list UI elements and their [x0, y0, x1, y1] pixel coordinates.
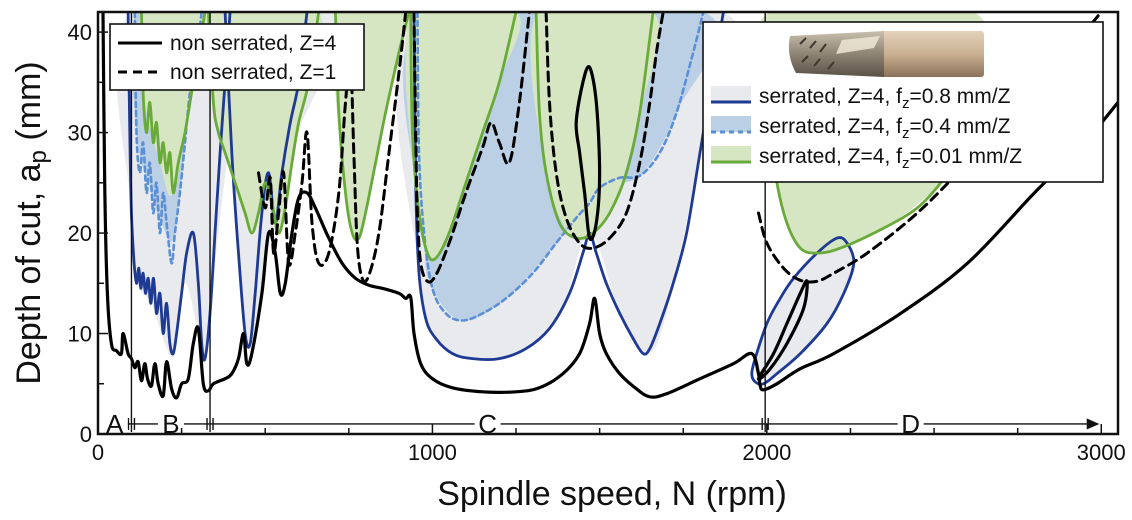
y-tick-label-0: 0 — [80, 422, 92, 447]
y-tick-label-30: 30 — [68, 121, 92, 146]
region-label-c: C — [478, 409, 497, 439]
x-tick-label-2000: 2000 — [742, 440, 791, 465]
legend-left-box — [109, 23, 365, 91]
legend-right-label-2: serrated, Z=4, fz=0.4 mm/Z — [759, 115, 1011, 142]
legend-right-swatch-3 — [711, 146, 751, 162]
legend-right-swatch-1 — [711, 86, 751, 102]
end-mill-serrations — [799, 37, 835, 70]
fill-green-region-d — [405, 12, 521, 260]
legend-left-label-2: non serrated, Z=1 — [170, 61, 336, 84]
x-tick-label-3000: 3000 — [1077, 440, 1126, 465]
series-serrated-z-4-fz-0-01-mm-z-e — [534, 12, 655, 240]
series-serrated-z-4-fz-0-8-mm-z-loop — [750, 236, 856, 386]
series-serrated-z-4-fz-0-4-mm-z-b — [416, 12, 705, 322]
series-serrated-z-4-fz-0-01-mm-z-d — [409, 12, 518, 262]
y-axis: 0 10 20 30 40 — [68, 20, 108, 447]
series-non-serrated-z-1-b — [544, 12, 665, 250]
fill-green-region-e — [530, 12, 660, 240]
legend-right-label-3: serrated, Z=4, fz=0.01 mm/Z — [759, 145, 1022, 172]
y-tick-label-20: 20 — [68, 221, 92, 246]
legend-left: non serrated, Z=4 non serrated, Z=1 — [109, 23, 365, 91]
series-serrated-z-4-fz-0-01-mm-z-f — [768, 131, 956, 255]
end-mill-photo — [788, 31, 984, 77]
series-non-serrated-z-4-loop-1 — [574, 64, 602, 241]
legend-right-label-1: serrated, Z=4, fz=0.8 mm/Z — [759, 85, 1011, 112]
legend-left-label-1: non serrated, Z=4 — [170, 32, 337, 55]
region-label-a: A — [106, 409, 124, 439]
x-axis: 0 1000 2000 3000 — [92, 424, 1126, 465]
series-serrated-z-4-fz-0-01-mm-z-c — [334, 12, 411, 242]
region-label-b: B — [162, 409, 179, 439]
series-serrated-z-4-fz-0-4-mm-z — [133, 12, 203, 265]
x-tick-label-0: 0 — [92, 440, 104, 465]
region-labels: A B C D — [101, 409, 1100, 439]
series-non-serrated-z-1-d — [257, 12, 408, 284]
series-serrated-z-4-fz-0-8-mm-z-b — [223, 12, 309, 349]
series-serrated-z-4-fz-0-01-mm-z-b — [207, 12, 321, 235]
x-tick-label-1000: 1000 — [408, 440, 457, 465]
legend-right: serrated, Z=4, fz=0.8 mm/Z serrated, Z=4… — [702, 21, 1104, 183]
series-non-serrated-z-1 — [412, 12, 531, 284]
y-tick-label-10: 10 — [68, 322, 92, 347]
y-axis-title: Depth of cut, ap (mm) — [10, 61, 52, 384]
legend-right-swatch-2 — [711, 116, 751, 132]
end-mill-flute-highlight — [836, 36, 880, 54]
end-mill-shank — [880, 31, 984, 77]
plot-frame — [96, 10, 1120, 436]
series-serrated-z-4-fz-0-01-mm-z — [140, 12, 207, 195]
y-tick-label-40: 40 — [68, 20, 92, 45]
x-axis-title: Spindle speed, N (rpm) — [437, 475, 787, 513]
region-label-d: D — [901, 409, 920, 439]
series-serrated-z-4-fz-0-8-mm-z — [126, 12, 232, 362]
